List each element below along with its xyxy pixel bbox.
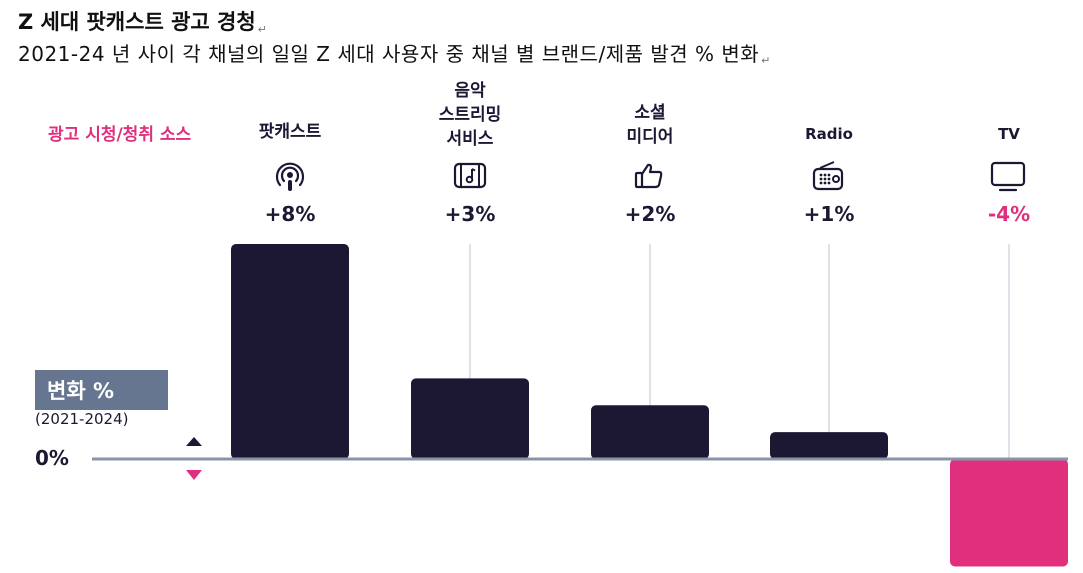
channel-label-radio: Radio	[805, 125, 853, 143]
radio-icon	[812, 161, 844, 191]
down-arrow-icon	[186, 470, 202, 480]
channel-label-tv: TV	[998, 125, 1020, 143]
legend-period: (2021-2024)	[35, 410, 129, 428]
bar-podcast	[231, 244, 349, 459]
chart-title: Z 세대 팟캐스트 광고 경청 ↵	[18, 10, 267, 36]
pct-label-social-media: +2%	[624, 202, 676, 226]
tv-icon	[990, 161, 1026, 192]
legend-title: 변화 %	[47, 379, 114, 403]
pct-label-podcast: +8%	[264, 202, 316, 226]
up-arrow-icon	[186, 437, 202, 446]
bar-social-media	[591, 405, 709, 459]
bar-music-streaming	[411, 378, 529, 459]
zero-axis-label: 0%	[35, 446, 69, 470]
pct-label-radio: +1%	[803, 202, 855, 226]
pct-label-tv: -4%	[987, 202, 1031, 226]
thumbs-up-icon	[634, 163, 663, 189]
music-streaming-icon	[453, 162, 487, 189]
bar-radio	[770, 432, 888, 459]
channel-label-music-streaming: 음악 스트리밍 서비스	[438, 81, 502, 149]
channel-label-social-media: 소셜 미디어	[626, 103, 674, 147]
chart-subtitle: 2021-24 년 사이 각 채널의 일일 Z 세대 사용자 중 채널 별 브랜…	[18, 42, 771, 67]
bar-tv	[950, 459, 1068, 567]
podcast-icon	[275, 162, 305, 191]
legend-box	[35, 370, 168, 410]
ad-source-label: 광고 시청/청취 소스	[48, 125, 192, 145]
channel-label-podcast: 팟캐스트	[258, 122, 322, 142]
pct-label-music-streaming: +3%	[444, 202, 496, 226]
